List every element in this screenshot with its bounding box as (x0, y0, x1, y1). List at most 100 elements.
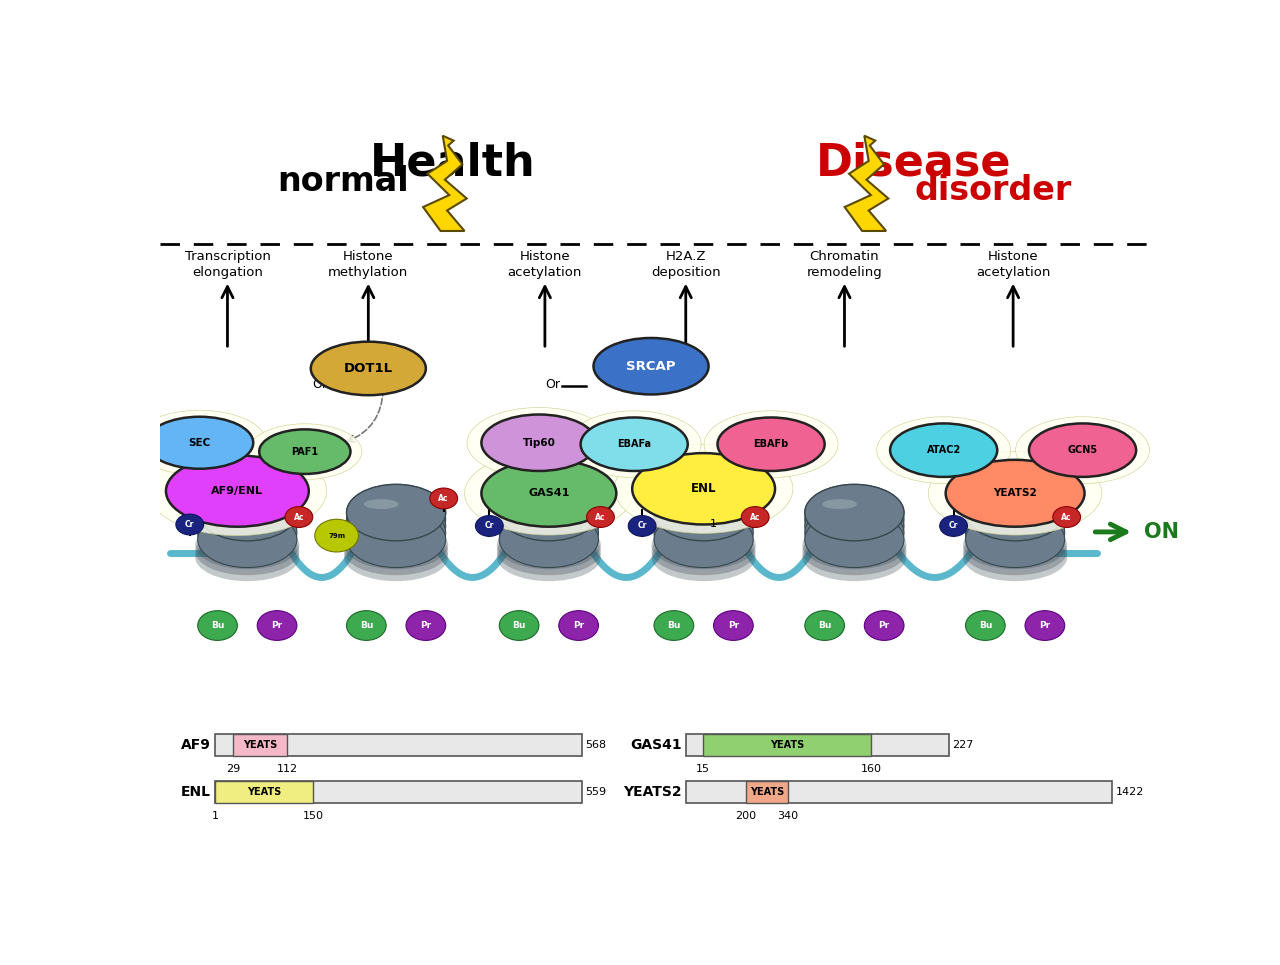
Text: GAS41: GAS41 (630, 738, 682, 752)
Text: GAS41: GAS41 (529, 488, 570, 498)
Text: disorder: disorder (915, 174, 1071, 207)
Text: EBAFb: EBAFb (754, 439, 788, 450)
Circle shape (430, 488, 458, 509)
Ellipse shape (803, 521, 906, 569)
Text: 79m: 79m (328, 533, 346, 538)
Text: 559: 559 (585, 787, 607, 797)
Ellipse shape (803, 527, 906, 575)
Ellipse shape (248, 424, 362, 480)
Ellipse shape (805, 498, 904, 554)
Ellipse shape (499, 484, 599, 540)
FancyBboxPatch shape (703, 734, 872, 757)
Ellipse shape (654, 484, 753, 540)
Text: 227: 227 (952, 740, 974, 750)
Text: ON: ON (1144, 522, 1179, 542)
Ellipse shape (965, 498, 1065, 554)
FancyBboxPatch shape (686, 781, 1112, 803)
Ellipse shape (344, 534, 448, 581)
Ellipse shape (704, 411, 838, 478)
Text: 340: 340 (777, 811, 799, 820)
Ellipse shape (197, 491, 297, 547)
Text: Transcription
elongation: Transcription elongation (184, 250, 270, 279)
Ellipse shape (196, 527, 300, 575)
Circle shape (654, 611, 694, 641)
Circle shape (713, 611, 753, 641)
Text: Pr: Pr (420, 621, 431, 630)
Text: 1422: 1422 (1116, 787, 1144, 797)
Text: 15: 15 (696, 763, 710, 774)
Ellipse shape (946, 460, 1084, 527)
Ellipse shape (965, 505, 1065, 561)
Text: 1: 1 (211, 811, 219, 820)
Text: 29: 29 (227, 763, 241, 774)
Text: Pr: Pr (573, 621, 584, 630)
Ellipse shape (983, 499, 1018, 510)
Ellipse shape (347, 491, 445, 547)
Ellipse shape (215, 499, 250, 510)
Ellipse shape (497, 527, 600, 575)
Ellipse shape (197, 498, 297, 554)
Ellipse shape (197, 484, 297, 540)
Ellipse shape (965, 484, 1065, 540)
Text: Pr: Pr (1039, 621, 1051, 630)
Ellipse shape (672, 499, 707, 510)
Polygon shape (424, 136, 467, 231)
Ellipse shape (166, 455, 308, 527)
Ellipse shape (197, 484, 297, 540)
Text: Bu: Bu (667, 621, 681, 630)
Circle shape (559, 611, 599, 641)
Circle shape (315, 519, 358, 552)
Text: ENL: ENL (691, 482, 717, 495)
Text: Pr: Pr (878, 621, 890, 630)
Ellipse shape (467, 407, 611, 478)
Polygon shape (845, 136, 888, 231)
Ellipse shape (197, 505, 297, 561)
Text: Or: Or (312, 378, 326, 391)
Ellipse shape (965, 491, 1065, 547)
Text: Cr: Cr (485, 521, 494, 531)
Text: Histone
acetylation: Histone acetylation (975, 250, 1051, 279)
Ellipse shape (311, 342, 426, 396)
Circle shape (347, 611, 387, 641)
Text: Tip60: Tip60 (522, 438, 556, 448)
Ellipse shape (347, 484, 445, 540)
Ellipse shape (803, 534, 906, 581)
Text: Bu: Bu (211, 621, 224, 630)
Ellipse shape (497, 521, 600, 569)
Text: DOT1L: DOT1L (344, 362, 393, 375)
Text: H2A.Z
deposition: H2A.Z deposition (652, 250, 721, 279)
Ellipse shape (965, 484, 1065, 540)
Ellipse shape (347, 511, 445, 567)
Text: YEATS: YEATS (247, 787, 282, 797)
Circle shape (805, 611, 845, 641)
Text: Bu: Bu (818, 621, 831, 630)
Text: GCN5: GCN5 (1068, 445, 1098, 455)
Ellipse shape (1015, 417, 1149, 483)
Text: Bu: Bu (512, 621, 526, 630)
Ellipse shape (654, 491, 753, 547)
Text: SRCAP: SRCAP (626, 360, 676, 372)
Circle shape (628, 515, 657, 537)
Ellipse shape (499, 505, 599, 561)
Text: 568: 568 (585, 740, 607, 750)
Circle shape (586, 507, 614, 528)
Ellipse shape (497, 534, 600, 581)
Ellipse shape (517, 499, 552, 510)
Circle shape (475, 515, 503, 537)
Text: YEATS: YEATS (750, 787, 783, 797)
Text: YEATS: YEATS (771, 740, 804, 750)
Ellipse shape (877, 417, 1011, 483)
Ellipse shape (481, 415, 596, 471)
Ellipse shape (481, 460, 617, 527)
Text: 160: 160 (860, 763, 882, 774)
Ellipse shape (344, 521, 448, 569)
Text: ATAC2: ATAC2 (927, 445, 961, 455)
Text: 1: 1 (687, 787, 694, 797)
Ellipse shape (654, 505, 753, 561)
Circle shape (499, 611, 539, 641)
Ellipse shape (652, 527, 755, 575)
Ellipse shape (822, 499, 856, 510)
Circle shape (175, 514, 204, 535)
Text: Cr: Cr (186, 520, 195, 529)
Ellipse shape (347, 505, 445, 561)
